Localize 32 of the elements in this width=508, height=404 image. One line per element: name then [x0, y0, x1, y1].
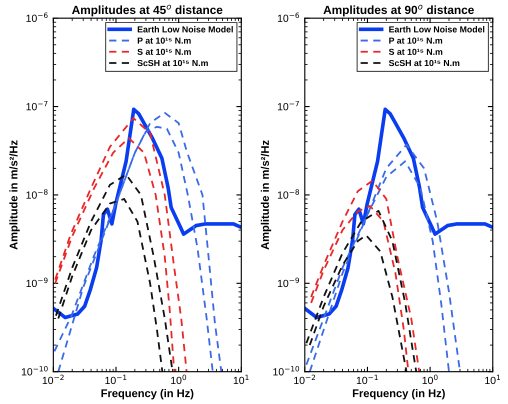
y-axis-title: Amplitude in m/s²/Hz — [260, 140, 272, 250]
legend-label: S at 10¹⁵ N.m — [388, 48, 442, 55]
y-tick-label: 10$^{−7}$ — [26, 100, 48, 110]
y-tick-label: 10$^{−6}$ — [26, 12, 48, 22]
x-tick-label: 10$^{−2}$ — [42, 374, 64, 384]
legend-label: ScSH at 10¹⁵ N.m — [388, 60, 460, 66]
y-tick-label: 10$^{−8}$ — [278, 189, 300, 199]
x-axis-title: Frequency (in Hz) — [352, 389, 445, 400]
chart-title: Amplitudes at 90$^{o}$ distance — [323, 4, 474, 16]
legend-label: S at 10¹⁵ N.m — [137, 48, 191, 55]
y-tick-label: 10$^{−8}$ — [26, 189, 48, 199]
legend-label: P at 10¹⁵ N.m — [389, 38, 442, 44]
y-tick-label: 10$^{−9}$ — [278, 278, 300, 288]
y-tick-label: 10$^{−10}$ — [273, 366, 300, 376]
y-tick-label: 10$^{−6}$ — [278, 12, 300, 22]
chart-title: Amplitudes at 45$^{o}$ distance — [72, 4, 222, 16]
y-tick-label: 10$^{−10}$ — [22, 366, 48, 376]
legend-label: Earth Low Noise Model — [389, 26, 484, 32]
x-tick-label: 10$^{−2}$ — [294, 374, 316, 384]
x-tick-label: 10$^{−1}$ — [105, 374, 126, 384]
y-tick-label: 10$^{−9}$ — [26, 278, 48, 288]
x-tick-label: 10$^{0}$ — [422, 374, 438, 384]
x-tick-label: 10$^{−1}$ — [356, 374, 378, 384]
y-tick-label: 10$^{−7}$ — [278, 100, 299, 110]
legend-label: Earth Low Noise Model — [138, 26, 233, 32]
x-tick-label: 10$^{1}$ — [485, 374, 500, 384]
y-axis-title: Amplitude in m/s²/Hz — [9, 140, 20, 250]
x-tick-label: 10$^{0}$ — [171, 374, 186, 384]
x-tick-label: 10$^{1}$ — [234, 374, 249, 384]
legend-label: ScSH at 10¹⁵ N.m — [137, 60, 208, 66]
legend-label: P at 10¹⁵ N.m — [138, 38, 191, 44]
x-axis-title: Frequency (in Hz) — [101, 389, 194, 400]
